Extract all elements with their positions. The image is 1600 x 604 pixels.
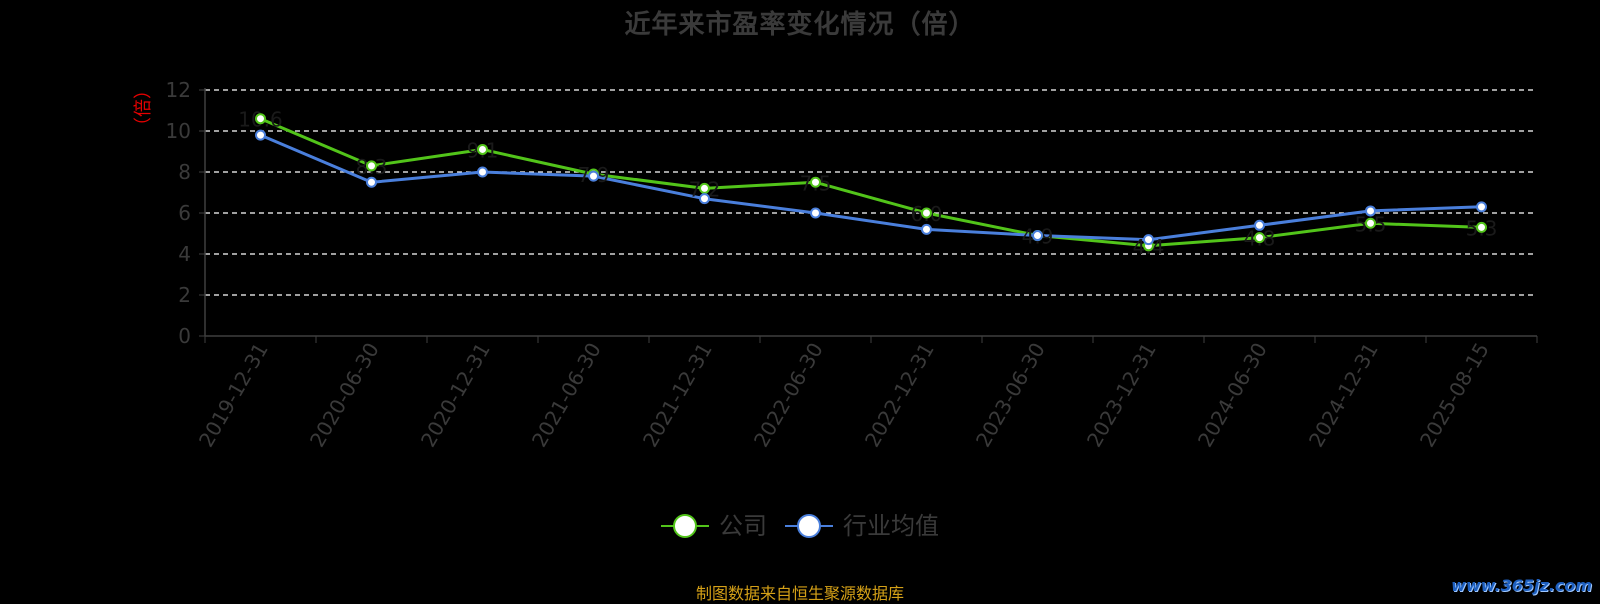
data-point-company[interactable]	[810, 176, 821, 188]
x-tick-label: 2020-06-30	[305, 339, 384, 452]
x-tick-label: 2022-06-30	[749, 339, 828, 452]
data-point-industry[interactable]	[255, 129, 266, 141]
data-point-industry[interactable]	[1476, 201, 1487, 213]
y-tick-label: 6	[178, 201, 191, 225]
legend-industry-marker	[785, 512, 833, 540]
data-point-company[interactable]	[366, 160, 377, 172]
x-tick-label: 2021-12-31	[638, 339, 717, 452]
x-tick-label: 2019-12-31	[194, 339, 273, 452]
x-tick-label: 2024-12-31	[1304, 339, 1383, 452]
x-tick-label: 2023-06-30	[971, 339, 1050, 452]
legend-industry-label: 行业均值	[843, 512, 939, 540]
legend-industry-dot	[797, 514, 821, 538]
series-line-company	[259, 117, 1482, 248]
data-labels: 10.68.39.17.97.27.56.04.94.44.85.55.3	[238, 108, 1497, 259]
legend-item-company[interactable]: 公司	[661, 512, 767, 540]
x-tick-label: 2021-06-30	[527, 339, 606, 452]
data-points	[255, 113, 1487, 252]
legend-company-dot	[673, 514, 697, 538]
axes: 0 2 4 6 8 10 12 2019-12-31 2020-06-30 2020-12-31 2…	[166, 78, 1538, 452]
data-point-company[interactable]	[255, 113, 266, 125]
x-tick-label: 2023-12-31	[1082, 339, 1161, 452]
series-lines	[259, 117, 1482, 248]
data-point-industry[interactable]	[1032, 230, 1043, 242]
data-point-industry[interactable]	[477, 166, 488, 178]
watermark-logo: www.365jz.com	[1451, 576, 1592, 595]
y-tick-label: 2	[178, 283, 191, 307]
x-tick-label: 2024-06-30	[1193, 339, 1272, 452]
data-point-company[interactable]	[477, 143, 488, 155]
data-point-industry[interactable]	[699, 193, 710, 205]
data-point-industry[interactable]	[588, 170, 599, 182]
legend-company-label: 公司	[719, 512, 767, 540]
y-tick-label: 12	[166, 78, 191, 102]
x-tick-label: 2025-08-15	[1415, 339, 1494, 452]
data-point-industry[interactable]	[1254, 219, 1265, 231]
legend-company-marker	[661, 512, 709, 540]
legend-item-industry[interactable]: 行业均值	[785, 512, 939, 540]
data-point-industry[interactable]	[921, 223, 932, 235]
y-tick-label: 4	[178, 242, 191, 266]
x-tick-label: 2020-12-31	[416, 339, 495, 452]
data-point-company[interactable]	[1254, 232, 1265, 244]
data-point-company[interactable]	[921, 207, 932, 219]
series-line-industry	[259, 133, 1482, 242]
data-point-industry[interactable]	[366, 176, 377, 188]
y-tick-label: 0	[178, 324, 191, 348]
y-tick-label: 8	[178, 160, 191, 184]
data-point-industry[interactable]	[1365, 205, 1376, 217]
data-point-company[interactable]	[1476, 221, 1487, 233]
chart-title: 近年来市盈率变化情况（倍）	[624, 10, 976, 40]
data-point-industry[interactable]	[810, 207, 821, 219]
grid-lines	[205, 89, 1537, 296]
y-tick-label: 10	[166, 119, 191, 143]
x-tick-label: 2022-12-31	[860, 339, 939, 452]
data-point-company[interactable]	[1365, 217, 1376, 229]
data-point-company[interactable]	[699, 182, 710, 194]
data-point-industry[interactable]	[1143, 234, 1154, 246]
source-note: 制图数据来自恒生聚源数据库	[695, 584, 904, 603]
legend: 公司 行业均值	[0, 512, 1600, 540]
